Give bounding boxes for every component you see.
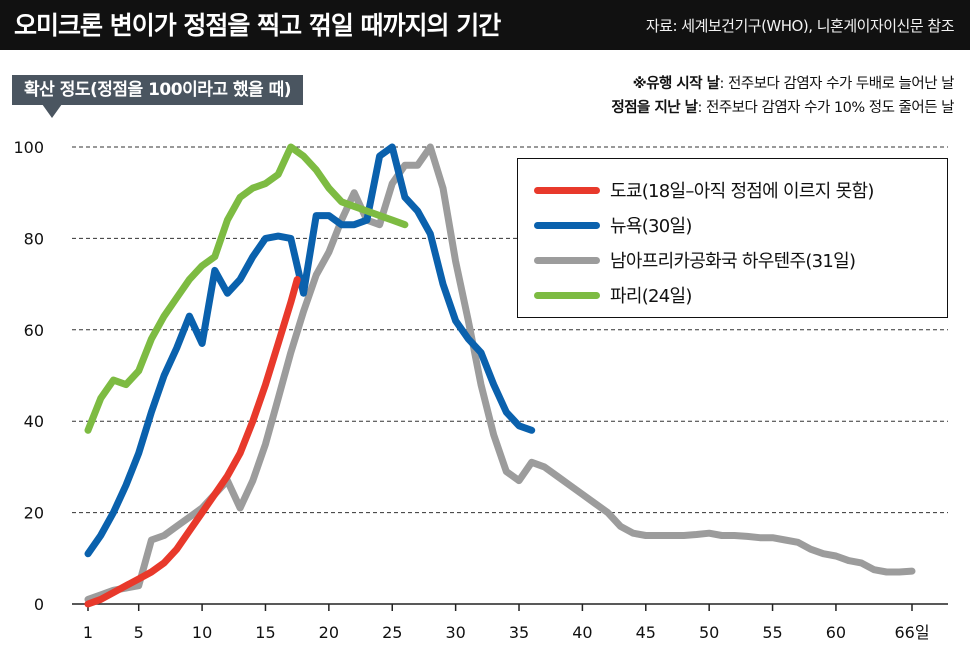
note-row: 정점을 지난 날: 전주보다 감염자 수가 10% 정도 줄어든 날 xyxy=(611,96,954,120)
y-axis-label-pointer xyxy=(42,104,62,118)
x-tick-label: 45 xyxy=(636,623,656,642)
x-tick-label: 66일 xyxy=(894,623,929,642)
legend-label: 뉴욕(30일) xyxy=(610,216,692,237)
legend-item: 파리(24일) xyxy=(534,280,692,310)
x-tick-label: 15 xyxy=(255,623,275,642)
x-tick-label: 55 xyxy=(762,623,782,642)
legend-swatch xyxy=(534,221,600,229)
x-tick-label: 60 xyxy=(826,623,846,642)
series-line xyxy=(84,143,536,558)
x-tick-label: 1 xyxy=(83,623,93,642)
note-term: 정점을 지난 날 xyxy=(611,100,698,116)
legend: 도쿄(18일–아직 정점에 이르지 못함) 뉴욕(30일) 남아프리카공화국 하… xyxy=(517,158,948,318)
y-tick-label: 20 xyxy=(24,504,44,523)
legend-swatch xyxy=(534,186,600,194)
series-line xyxy=(84,276,301,608)
legend-swatch xyxy=(534,256,600,264)
legend-label: 파리(24일) xyxy=(610,286,692,307)
source-note: 자료: 세계보건기구(WHO), 니혼게이자이신문 참조 xyxy=(645,17,955,35)
note-term: ※유행 시작 날 xyxy=(632,76,720,92)
legend-item: 남아프리카공화국 하우텐주(31일) xyxy=(534,245,856,275)
x-tick-label: 20 xyxy=(319,623,339,642)
legend-swatch xyxy=(534,291,600,299)
y-tick-label: 60 xyxy=(24,321,44,340)
legend-label: 남아프리카공화국 하우텐주(31일) xyxy=(610,251,856,272)
legend-label: 도쿄(18일–아직 정점에 이르지 못함) xyxy=(610,181,874,202)
note-row: ※유행 시작 날: 전주보다 감염자 수가 두배로 늘어난 날 xyxy=(611,72,955,96)
x-tick-label: 25 xyxy=(382,623,402,642)
x-tick-label: 30 xyxy=(445,623,465,642)
y-tick-label: 40 xyxy=(24,412,44,431)
y-axis-label: 확산 정도(정점을 100이라고 했을 때) xyxy=(12,75,304,105)
x-tick-label: 40 xyxy=(572,623,592,642)
definition-notes: ※유행 시작 날: 전주보다 감염자 수가 두배로 늘어난 날 정점을 지난 날… xyxy=(611,72,954,120)
x-tick-label: 35 xyxy=(509,623,529,642)
title-bar: 오미크론 변이가 정점을 찍고 꺾일 때까지의 기간 자료: 세계보건기구(WH… xyxy=(0,0,970,50)
y-tick-label: 0 xyxy=(34,595,44,614)
x-tick-label: 5 xyxy=(134,623,144,642)
chart-title: 오미크론 변이가 정점을 찍고 꺾일 때까지의 기간 xyxy=(14,11,501,40)
x-tick-label: 10 xyxy=(192,623,212,642)
note-desc: : 전주보다 감염자 수가 두배로 늘어난 날 xyxy=(719,76,955,92)
x-tick-label: 50 xyxy=(699,623,719,642)
y-tick-label: 80 xyxy=(24,229,44,248)
legend-item: 도쿄(18일–아직 정점에 이르지 못함) xyxy=(534,175,874,205)
note-desc: : 전주보다 감염자 수가 10% 정도 줄어든 날 xyxy=(697,100,955,116)
series-line xyxy=(84,143,409,434)
legend-item: 뉴욕(30일) xyxy=(534,210,692,240)
y-tick-label: 100 xyxy=(13,138,44,157)
